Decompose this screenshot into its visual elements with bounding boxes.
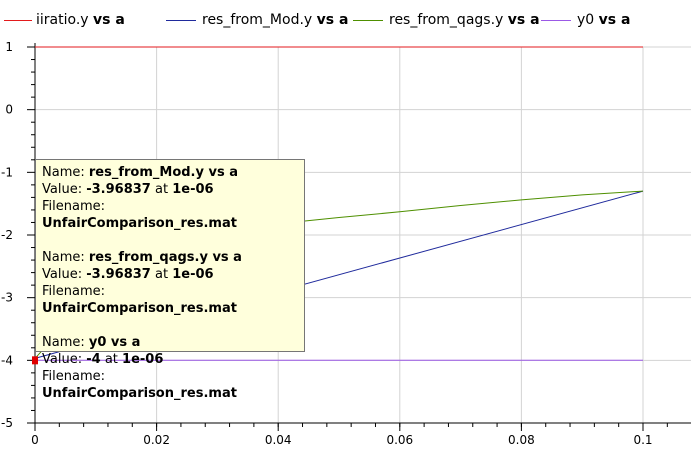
tooltip-at: 1e-06 xyxy=(172,267,214,282)
hover-point-marker xyxy=(32,356,38,365)
legend: iiratio.y vs a res_from_Mod.y vs a res_f… xyxy=(0,0,691,38)
legend-series-name: res_from_qags.y xyxy=(389,12,504,28)
y-tick-label: -5 xyxy=(1,416,13,430)
tooltip-name: res_from_qags.y vs a xyxy=(88,250,242,265)
x-tick-label: 0 xyxy=(31,433,39,447)
y-tick-label: -2 xyxy=(1,228,13,242)
y-tick-label: 0 xyxy=(5,103,13,117)
tooltip-filename: UnfairComparison_res.mat xyxy=(42,216,237,231)
legend-vs-label: vs a xyxy=(598,12,631,28)
legend-vs-label: vs a xyxy=(93,12,125,28)
tooltip-value: -3.96837 xyxy=(86,267,151,282)
legend-vs-label: vs a xyxy=(316,12,349,28)
tooltip-name: y0 vs a xyxy=(88,335,141,350)
legend-swatch xyxy=(353,20,383,21)
tooltip-filename: UnfairComparison_res.mat xyxy=(42,386,237,401)
x-tick-label: 0.1 xyxy=(633,433,652,447)
legend-series-name: iiratio.y xyxy=(36,12,89,28)
y-tick-label: 1 xyxy=(5,40,13,54)
x-tick-label: 0.02 xyxy=(143,433,170,447)
tooltip-filename: UnfairComparison_res.mat xyxy=(42,301,237,316)
legend-series-name: res_from_Mod.y xyxy=(202,12,313,28)
tooltip-name: res_from_Mod.y vs a xyxy=(88,165,239,180)
point-tooltip: Name: res_from_Mod.y vs a Value: -3.9683… xyxy=(35,159,305,401)
legend-swatch xyxy=(166,20,196,21)
y-tick-label: -1 xyxy=(1,165,13,179)
legend-series-name: y0 xyxy=(577,12,595,28)
y-tick-label: -4 xyxy=(1,353,13,367)
tooltip-entry: Name: y0 vs a Value: -4 at 1e-06 Filenam… xyxy=(42,335,237,401)
tooltip-entry: Name: res_from_Mod.y vs a Value: -3.9683… xyxy=(42,165,239,231)
tooltip-at: 1e-06 xyxy=(122,352,164,367)
axes: 1 0 -1 -2 -3 -4 -5 0 0.02 0.04 0.06 0.08 0.1 xyxy=(1,40,691,447)
x-tick-label: 0.06 xyxy=(386,433,413,447)
y-tick-label: -3 xyxy=(1,291,13,305)
tooltip-entry: Name: res_from_qags.y vs a Value: -3.968… xyxy=(42,250,242,316)
x-tick-label: 0.04 xyxy=(265,433,292,447)
tooltip-at: 1e-06 xyxy=(172,182,214,197)
data-markers xyxy=(32,356,38,365)
x-tick-label: 0.08 xyxy=(508,433,535,447)
legend-swatch xyxy=(541,20,571,21)
legend-swatch xyxy=(4,20,32,21)
tooltip-value: -4 xyxy=(86,352,101,367)
tooltip-value: -3.96837 xyxy=(86,182,151,197)
legend-vs-label: vs a xyxy=(507,12,540,28)
